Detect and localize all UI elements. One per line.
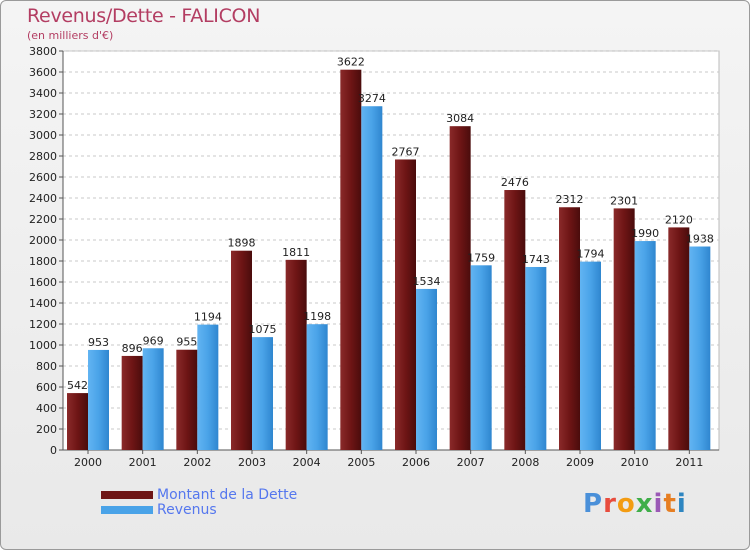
x-tick-label: 2001 — [129, 456, 157, 469]
bar-revenus — [252, 337, 273, 450]
data-label-revenus: 1794 — [577, 248, 605, 261]
y-tick-label: 2000 — [29, 234, 57, 247]
y-tick-label: 1400 — [29, 297, 57, 310]
chart-subtitle: (en milliers d'€) — [27, 29, 114, 42]
x-tick-label: 2006 — [402, 456, 430, 469]
bar-dette — [340, 69, 362, 450]
data-label-dette: 542 — [67, 379, 88, 392]
bar-dette — [504, 190, 526, 450]
y-tick-label: 800 — [36, 360, 57, 373]
data-label-dette: 2767 — [392, 145, 420, 158]
legend-item-dette: Montant de la Dette — [101, 486, 298, 503]
legend-swatch-revenus — [101, 505, 153, 514]
data-label-revenus: 1743 — [522, 253, 550, 266]
x-tick-label: 2005 — [347, 456, 375, 469]
bar-revenus — [306, 324, 328, 450]
y-tick-label: 3800 — [29, 45, 57, 58]
legend-label-revenus: Revenus — [157, 501, 217, 518]
bar-dette — [449, 126, 471, 451]
plot-area — [62, 50, 720, 451]
y-tick-label: 3600 — [29, 66, 57, 79]
y-tick-label: 600 — [36, 381, 57, 394]
x-tick-label: 2009 — [566, 456, 594, 469]
data-label-dette: 3084 — [446, 112, 474, 125]
y-tick-label: 1800 — [29, 255, 57, 268]
y-tick-label: 400 — [36, 402, 57, 415]
legend-swatch-dette — [101, 490, 153, 499]
data-label-revenus: 3274 — [358, 92, 386, 105]
bar-revenus — [525, 266, 547, 450]
x-tick-label: 2010 — [621, 456, 649, 469]
legend-item-revenus: Revenus — [101, 501, 297, 518]
data-label-revenus: 953 — [88, 336, 109, 349]
x-tick-label: 2011 — [675, 456, 703, 469]
x-tick-label: 2004 — [293, 456, 321, 469]
y-tick-label: 2200 — [29, 213, 57, 226]
y-tick-label: 1600 — [29, 276, 57, 289]
bar-revenus — [361, 106, 383, 450]
data-label-dette: 2301 — [610, 194, 638, 207]
bar-revenus — [689, 246, 711, 450]
bar-dette — [613, 208, 635, 450]
bar-revenus — [142, 348, 164, 450]
data-label-revenus: 1194 — [194, 311, 222, 324]
bar-dette — [395, 159, 416, 450]
y-tick-label: 3400 — [29, 87, 57, 100]
y-tick-label: 0 — [50, 444, 57, 457]
bar-revenus — [580, 261, 601, 450]
chart-title: Revenus/Dette - FALICON — [27, 5, 261, 27]
data-label-dette: 2476 — [501, 176, 529, 189]
bar-revenus — [634, 241, 656, 450]
data-label-revenus: 1198 — [303, 310, 331, 323]
proxiti-logo: Proxiti — [583, 489, 687, 519]
data-label-dette: 3622 — [337, 56, 365, 69]
y-tick-label: 3200 — [29, 108, 57, 121]
y-tick-label: 3000 — [29, 129, 57, 142]
y-tick-label: 1200 — [29, 318, 57, 331]
bar-dette — [231, 250, 252, 450]
data-label-dette: 2120 — [665, 213, 693, 226]
x-tick-label: 2000 — [74, 456, 102, 469]
data-label-revenus: 1759 — [467, 251, 495, 264]
data-label-revenus: 969 — [143, 334, 164, 347]
legend: Montant de la Dette Revenus — [101, 486, 298, 518]
data-label-dette: 1811 — [282, 246, 310, 259]
bar-revenus — [416, 288, 437, 450]
bar-revenus — [88, 349, 109, 450]
y-tick-label: 1000 — [29, 339, 57, 352]
data-label-dette: 896 — [122, 342, 143, 355]
data-label-dette: 1898 — [228, 237, 256, 250]
data-label-revenus: 1990 — [631, 227, 659, 240]
bar-dette — [176, 349, 198, 450]
data-label-revenus: 1075 — [249, 323, 277, 336]
bar-dette — [668, 227, 690, 450]
bar-dette — [121, 355, 143, 450]
data-label-revenus: 1534 — [413, 275, 441, 288]
y-tick-label: 2600 — [29, 171, 57, 184]
x-tick-label: 2008 — [511, 456, 539, 469]
bar-dette — [285, 259, 307, 450]
data-label-dette: 955 — [176, 336, 197, 349]
bar-dette — [67, 393, 88, 450]
x-tick-label: 2007 — [457, 456, 485, 469]
bar-dette — [559, 207, 580, 450]
data-label-revenus: 1938 — [686, 233, 714, 246]
data-label-dette: 2312 — [556, 193, 584, 206]
y-tick-label: 2800 — [29, 150, 57, 163]
bar-revenus — [470, 265, 492, 450]
y-tick-label: 2400 — [29, 192, 57, 205]
y-tick-label: 200 — [36, 423, 57, 436]
x-tick-label: 2002 — [183, 456, 211, 469]
legend-label-dette: Montant de la Dette — [157, 486, 298, 503]
bar-revenus — [197, 324, 219, 450]
x-tick-label: 2003 — [238, 456, 266, 469]
